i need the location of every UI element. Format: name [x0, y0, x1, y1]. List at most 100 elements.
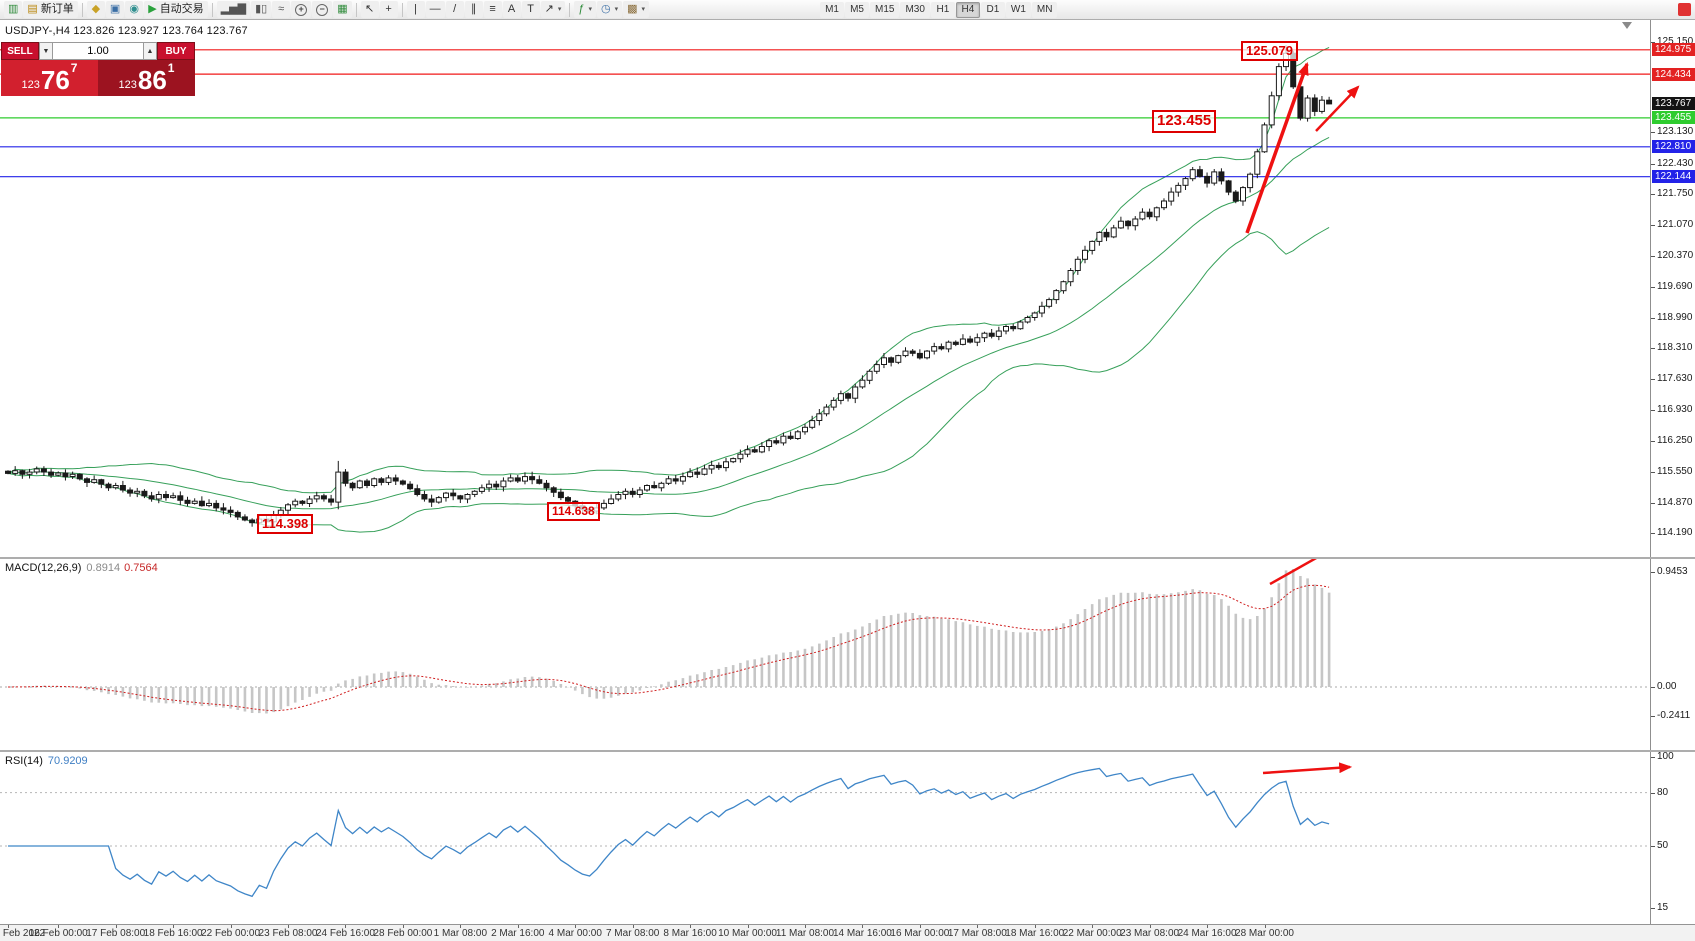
axis-tick — [1651, 533, 1655, 534]
new-chart-button[interactable]: ▥ — [4, 1, 23, 18]
zoom-in-button[interactable]: + — [291, 1, 312, 18]
symbol-ohlc-readout: USDJPY-,H4 123.826 123.927 123.764 123.7… — [5, 25, 248, 37]
text-button[interactable]: A — [502, 1, 521, 18]
fibonacci-button[interactable]: ≡ — [483, 1, 502, 18]
chart-shift-marker[interactable] — [1622, 22, 1632, 29]
trend-arrow[interactable] — [1269, 559, 1334, 586]
chevron-down-icon: ▾ — [614, 6, 619, 13]
timeframe-w1[interactable]: W1 — [1005, 1, 1031, 18]
time-label: 10 Mar 00:00 — [718, 928, 777, 939]
time-tick — [58, 925, 60, 928]
axis-label-118.990: 118.990 — [1657, 311, 1693, 323]
indicators-button[interactable]: ƒ ▾ — [574, 1, 596, 18]
price-chart-canvas[interactable] — [0, 20, 1650, 557]
price-annotation-114.638[interactable]: 114.638 — [547, 502, 600, 521]
arrows-tool-button[interactable]: ↗ ▾ — [540, 1, 566, 18]
price-annotation-114.398[interactable]: 114.398 — [257, 514, 314, 535]
time-tick — [230, 925, 232, 928]
volume-increase-button[interactable]: ▲ — [143, 42, 157, 60]
price-annotation-123.455[interactable]: 123.455 — [1152, 110, 1217, 133]
price-line-label-122.144[interactable]: 122.144 — [1652, 170, 1695, 184]
trend-arrow[interactable] — [1262, 762, 1353, 775]
volume-input[interactable] — [53, 42, 143, 60]
periods-button-icon: ◷ — [600, 3, 611, 15]
one-click-trading-panel: SELL ▼ ▲ BUY 123 76 7 123 86 1 — [1, 42, 195, 96]
volume-decrease-button[interactable]: ▼ — [39, 42, 53, 60]
axis-tick — [1651, 317, 1655, 319]
templates-button[interactable]: ▩ ▾ — [623, 1, 650, 18]
label-button[interactable]: T — [521, 1, 540, 18]
timeframe-m1[interactable]: M1 — [820, 1, 845, 18]
ask-price[interactable]: 123 86 1 — [98, 60, 195, 96]
time-tick — [288, 925, 290, 928]
line-chart-button-icon: ≈ — [278, 3, 285, 15]
time-tick — [1149, 925, 1151, 928]
axis-label-116.930: 116.930 — [1657, 404, 1693, 416]
data-window-button[interactable]: ▣ — [105, 1, 125, 18]
timeframe-h1[interactable]: H1 — [930, 1, 955, 18]
toolbar-separator — [211, 2, 213, 17]
alert-icon[interactable] — [1678, 3, 1691, 16]
horizontal-line-button-icon: — — [429, 3, 441, 15]
axis-label-80: 80 — [1657, 786, 1669, 798]
timeframe-mn[interactable]: MN — [1031, 1, 1058, 18]
crosshair-button[interactable]: + — [379, 1, 398, 18]
panel-separator-main-macd[interactable] — [0, 557, 1695, 559]
time-label: 14 Mar 16:00 — [832, 928, 892, 939]
axis-tick — [1651, 472, 1655, 474]
price-line-label-122.810[interactable]: 122.810 — [1652, 140, 1695, 154]
bid-price[interactable]: 123 76 7 — [1, 60, 98, 96]
navigator-button[interactable]: ◉ — [125, 1, 144, 18]
zoom-in-button-icon: + — [295, 3, 308, 16]
trend-arrow[interactable] — [1245, 61, 1309, 234]
time-axis[interactable]: Feb 2022 16 Feb 00:00 17 Feb 08:00 18 Feb 1… — [0, 924, 1695, 941]
periods-button[interactable]: ◷ ▾ — [596, 1, 623, 18]
line-chart-button[interactable]: ≈ — [272, 1, 291, 18]
auto-trading-button-label: 自动交易 — [159, 3, 204, 15]
rsi-line — [8, 767, 1330, 898]
price-axis[interactable]: 0.9453 0.00 -0.2411 100 80 50 15 125.150 123.130… — [1650, 20, 1695, 924]
buy-button[interactable]: BUY — [157, 42, 195, 60]
zoom-out-button[interactable]: − — [312, 1, 333, 18]
sell-button[interactable]: SELL — [1, 42, 39, 60]
timeframe-m15[interactable]: M15 — [870, 1, 900, 18]
macd-histogram — [13, 569, 1331, 714]
cursor-button[interactable]: ↖ — [360, 1, 379, 18]
timeframe-h4[interactable]: H4 — [955, 1, 980, 18]
auto-trading-button[interactable]: ▶ 自动交易 — [144, 1, 208, 18]
macd-signal-line — [7, 584, 1330, 712]
market-watch-button[interactable]: ◆ — [86, 1, 105, 18]
new-chart-button-icon: ▥ — [8, 3, 19, 15]
axis-label-120.370: 120.370 — [1657, 250, 1694, 262]
panel-separator-macd-rsi[interactable] — [0, 750, 1695, 752]
time-label: Feb 2022 — [2, 928, 46, 939]
price-line-label-124.434[interactable]: 124.434 — [1652, 67, 1695, 81]
bar-chart-button-icon: ▂▅▇ — [220, 3, 247, 15]
time-tick — [862, 925, 864, 928]
rsi-panel-canvas[interactable] — [0, 752, 1650, 922]
timeframe-d1[interactable]: D1 — [980, 1, 1005, 18]
candlestick-button[interactable]: ▮▯ — [251, 1, 272, 18]
macd-value: 0.8914 — [86, 562, 121, 574]
timeframe-m30[interactable]: M30 — [900, 1, 930, 18]
price-annotation-125.079[interactable]: 125.079 — [1241, 41, 1298, 62]
timeframe-m5[interactable]: M5 — [845, 1, 870, 18]
price-line-label-123.767[interactable]: 123.767 — [1652, 97, 1695, 111]
tile-windows-button[interactable]: ▦ — [333, 1, 352, 18]
axis-label-118.310: 118.310 — [1657, 342, 1693, 354]
vertical-line-button[interactable]: | — [406, 1, 425, 18]
candlestick-button-icon: ▮▯ — [255, 3, 268, 15]
bar-chart-button[interactable]: ▂▅▇ — [216, 1, 251, 18]
new-order-button[interactable]: ▤ 新订单 — [23, 1, 78, 18]
price-line-label-123.455[interactable]: 123.455 — [1652, 111, 1695, 125]
toolbar-separator — [569, 2, 571, 17]
channel-button[interactable]: ∥ — [464, 1, 483, 18]
trend-arrow[interactable] — [1315, 85, 1360, 132]
price-line-label-124.975[interactable]: 124.975 — [1652, 43, 1695, 57]
axis-label--0.2411: -0.2411 — [1657, 710, 1691, 722]
axis-tick — [1651, 194, 1655, 196]
trendline-button[interactable]: / — [445, 1, 464, 18]
horizontal-line-button[interactable]: — — [425, 1, 445, 18]
macd-panel-canvas[interactable] — [0, 559, 1650, 750]
time-tick — [919, 925, 921, 928]
